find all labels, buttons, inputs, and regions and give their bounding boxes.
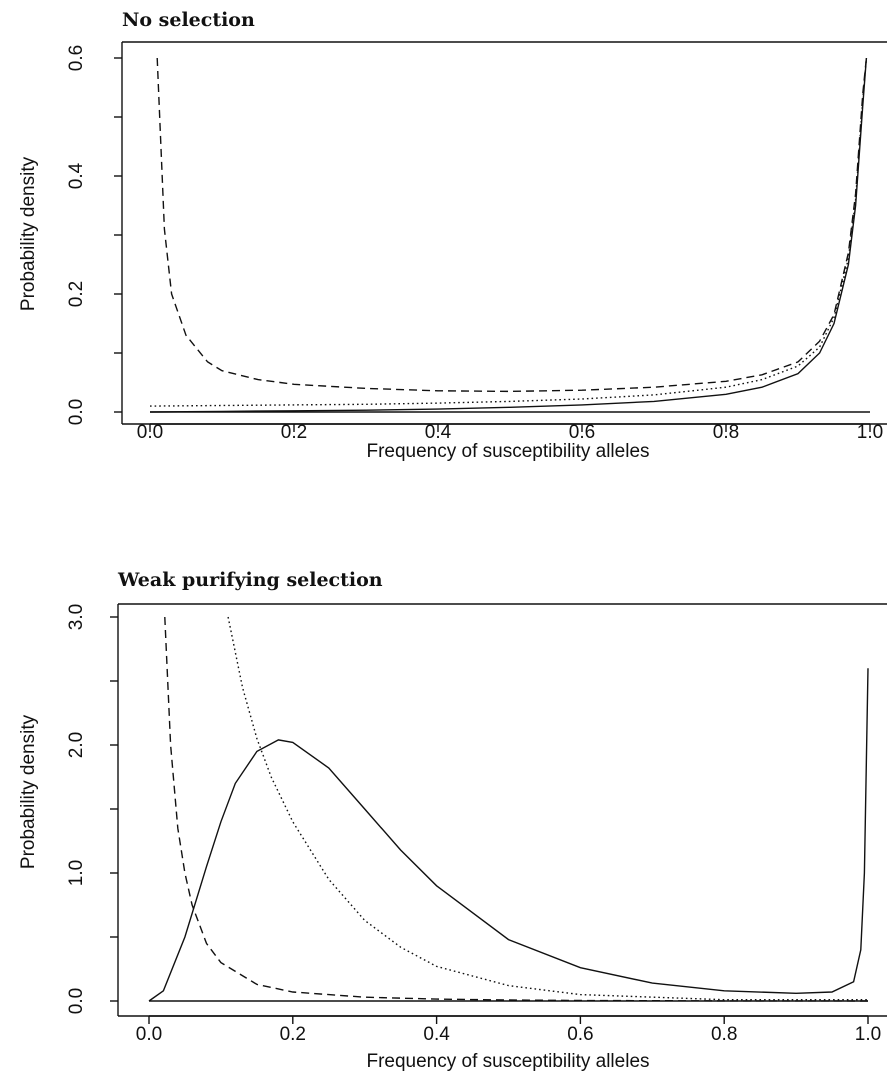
x-tick-label: 0.8	[711, 1024, 737, 1045]
y-tick-label: 1.0	[66, 860, 87, 886]
x-axis-label: Frequency of susceptibility alleles	[366, 1051, 649, 1072]
panel-no-selection: No selection Probability density Frequen…	[18, 9, 887, 462]
y-tick-label: 0.0	[66, 399, 87, 425]
x-tick-label: 1.0	[855, 1024, 881, 1045]
panel-title: Weak purifying selection	[117, 569, 383, 591]
x-tick-label: 0.8	[713, 422, 739, 443]
series-line-dotted	[227, 616, 868, 1001]
x-tick-label: 0.2	[281, 422, 307, 443]
series-line-dashed	[156, 57, 868, 393]
x-tick-label: 0.6	[569, 422, 595, 443]
y-tick-label: 0.0	[66, 988, 87, 1014]
y-tick-label: 0.2	[66, 281, 87, 307]
y-tick-label: 3.0	[66, 604, 87, 630]
panel-title: No selection	[122, 9, 255, 31]
series-line-solid	[149, 57, 868, 413]
y-tick-label: 2.0	[66, 732, 87, 758]
x-axis-label: Frequency of susceptibility alleles	[366, 441, 649, 462]
x-tick-label: 0.4	[425, 422, 452, 443]
x-tick-label: 0.6	[567, 1024, 593, 1045]
x-tick-label: 1.0	[857, 422, 883, 443]
series-line-dotted	[149, 57, 868, 407]
x-tick-label: 0.4	[423, 1024, 450, 1045]
x-tick-label: 0.0	[136, 1024, 162, 1045]
panel-weak-purifying-selection: Weak purifying selection Probability den…	[18, 569, 887, 1072]
x-tick-label: 0.0	[137, 422, 163, 443]
y-tick-label: 0.6	[66, 45, 87, 71]
series-line-solid	[148, 668, 869, 1002]
series-line-dashed	[164, 616, 869, 1002]
x-tick-label: 0.2	[280, 1024, 306, 1045]
y-axis-label: Probability density	[18, 156, 39, 311]
y-tick-label: 0.4	[66, 162, 87, 189]
y-axis-label: Probability density	[18, 714, 39, 869]
